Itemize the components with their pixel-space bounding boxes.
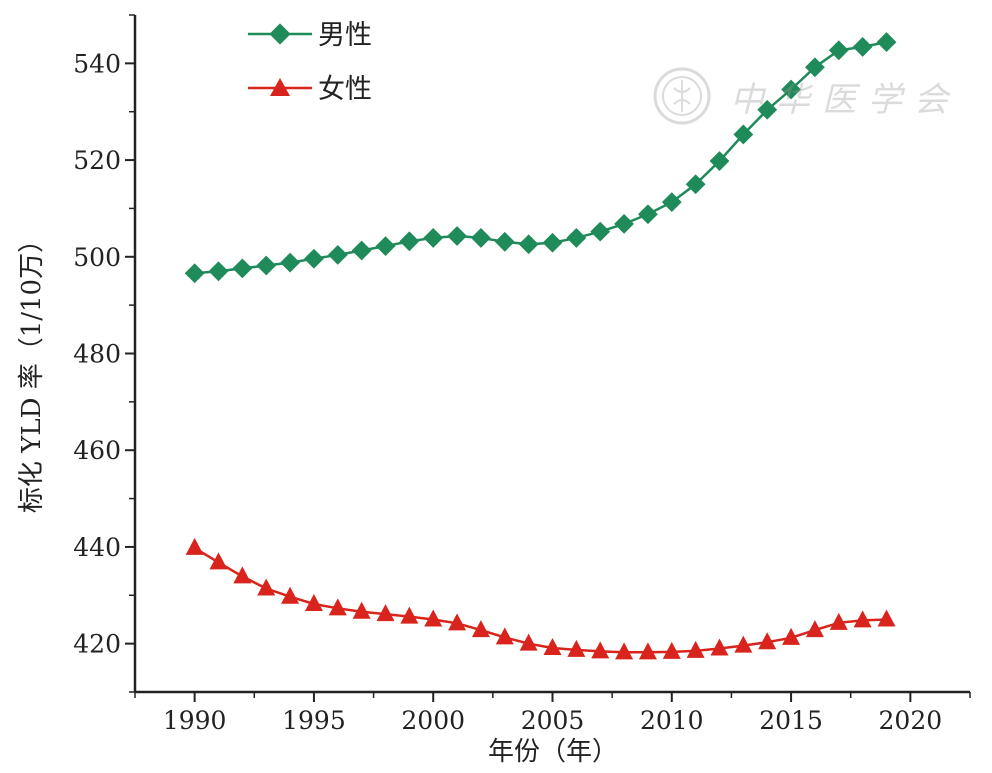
x-tick-label: 1995 bbox=[282, 706, 346, 735]
data-point bbox=[399, 231, 420, 252]
data-point bbox=[662, 641, 681, 659]
y-axis-title: 标化 YLD 率（1/10万） bbox=[17, 227, 47, 513]
axes: 1990 1995 2000 2005 2010 2015 2020 420 440 460 480… bbox=[73, 14, 971, 735]
data-point bbox=[543, 637, 562, 655]
data-point bbox=[518, 234, 539, 255]
data-point bbox=[423, 228, 444, 248]
data-point bbox=[376, 604, 395, 622]
data-point bbox=[209, 552, 228, 570]
data-point bbox=[424, 609, 443, 627]
y-tick-label: 440 bbox=[73, 533, 121, 562]
data-point bbox=[782, 627, 801, 645]
data-point bbox=[615, 642, 634, 660]
series-line bbox=[193, 546, 887, 654]
data-point bbox=[448, 613, 467, 631]
x-tick-label: 2010 bbox=[640, 706, 704, 735]
data-point bbox=[638, 204, 658, 225]
data-point bbox=[591, 641, 610, 659]
series-layer bbox=[184, 32, 897, 660]
data-point bbox=[661, 192, 682, 213]
data-point bbox=[495, 627, 514, 645]
data-point bbox=[256, 255, 277, 276]
data-point bbox=[400, 606, 419, 624]
data-point bbox=[566, 228, 587, 248]
data-point bbox=[280, 252, 300, 273]
data-point bbox=[232, 258, 253, 279]
data-point bbox=[758, 632, 777, 650]
data-point bbox=[805, 620, 824, 638]
data-point bbox=[304, 593, 323, 611]
data-point bbox=[828, 40, 849, 61]
data-point bbox=[351, 240, 372, 261]
x-tick-label: 2000 bbox=[401, 706, 465, 735]
data-point bbox=[829, 612, 848, 630]
series-male bbox=[184, 32, 897, 284]
legend-label-male: 男性 bbox=[318, 20, 372, 51]
data-point bbox=[494, 231, 515, 252]
watermark-text: 中华医学会 bbox=[730, 80, 960, 120]
data-point bbox=[567, 639, 586, 657]
data-point bbox=[184, 263, 205, 284]
data-point bbox=[542, 232, 563, 253]
series-female bbox=[185, 537, 896, 660]
x-tick-label: 2015 bbox=[759, 706, 823, 735]
watermark: 中华医学会 bbox=[652, 66, 948, 126]
data-point bbox=[876, 32, 897, 52]
data-point bbox=[853, 610, 872, 628]
data-point bbox=[686, 640, 705, 658]
data-point bbox=[877, 609, 896, 627]
data-point bbox=[257, 578, 276, 596]
data-point bbox=[375, 236, 396, 257]
legend-marker-female bbox=[270, 78, 290, 96]
data-point bbox=[447, 226, 467, 246]
data-point bbox=[208, 261, 229, 282]
x-axis-title: 年份（年） bbox=[488, 737, 618, 767]
data-point bbox=[590, 221, 611, 242]
y-tick-label: 420 bbox=[73, 630, 121, 659]
legend-marker-male bbox=[269, 23, 291, 45]
legend-label-female: 女性 bbox=[318, 74, 372, 105]
y-tick-label: 540 bbox=[73, 49, 121, 78]
data-point bbox=[519, 633, 538, 651]
data-point bbox=[734, 635, 753, 653]
data-point bbox=[304, 248, 324, 269]
y-tick-label: 500 bbox=[73, 243, 121, 272]
data-point bbox=[233, 566, 252, 584]
data-point bbox=[185, 537, 204, 555]
y-tick-label: 520 bbox=[73, 146, 121, 175]
data-point bbox=[327, 244, 348, 265]
data-point bbox=[471, 620, 490, 638]
y-tick-label: 480 bbox=[73, 340, 121, 369]
seal-logo-icon bbox=[653, 67, 711, 125]
data-point bbox=[638, 642, 657, 660]
x-tick-label: 1990 bbox=[163, 706, 227, 735]
data-point bbox=[471, 228, 491, 248]
data-point bbox=[852, 37, 873, 57]
data-point bbox=[328, 598, 347, 616]
data-point bbox=[614, 214, 634, 234]
data-point bbox=[352, 601, 371, 619]
x-tick-label: 2005 bbox=[521, 706, 585, 735]
y-tick-label: 460 bbox=[73, 436, 121, 465]
data-point bbox=[281, 586, 300, 604]
legend: 男性 女性 bbox=[248, 20, 372, 105]
data-point bbox=[710, 638, 729, 656]
x-tick-label: 2020 bbox=[879, 706, 943, 735]
